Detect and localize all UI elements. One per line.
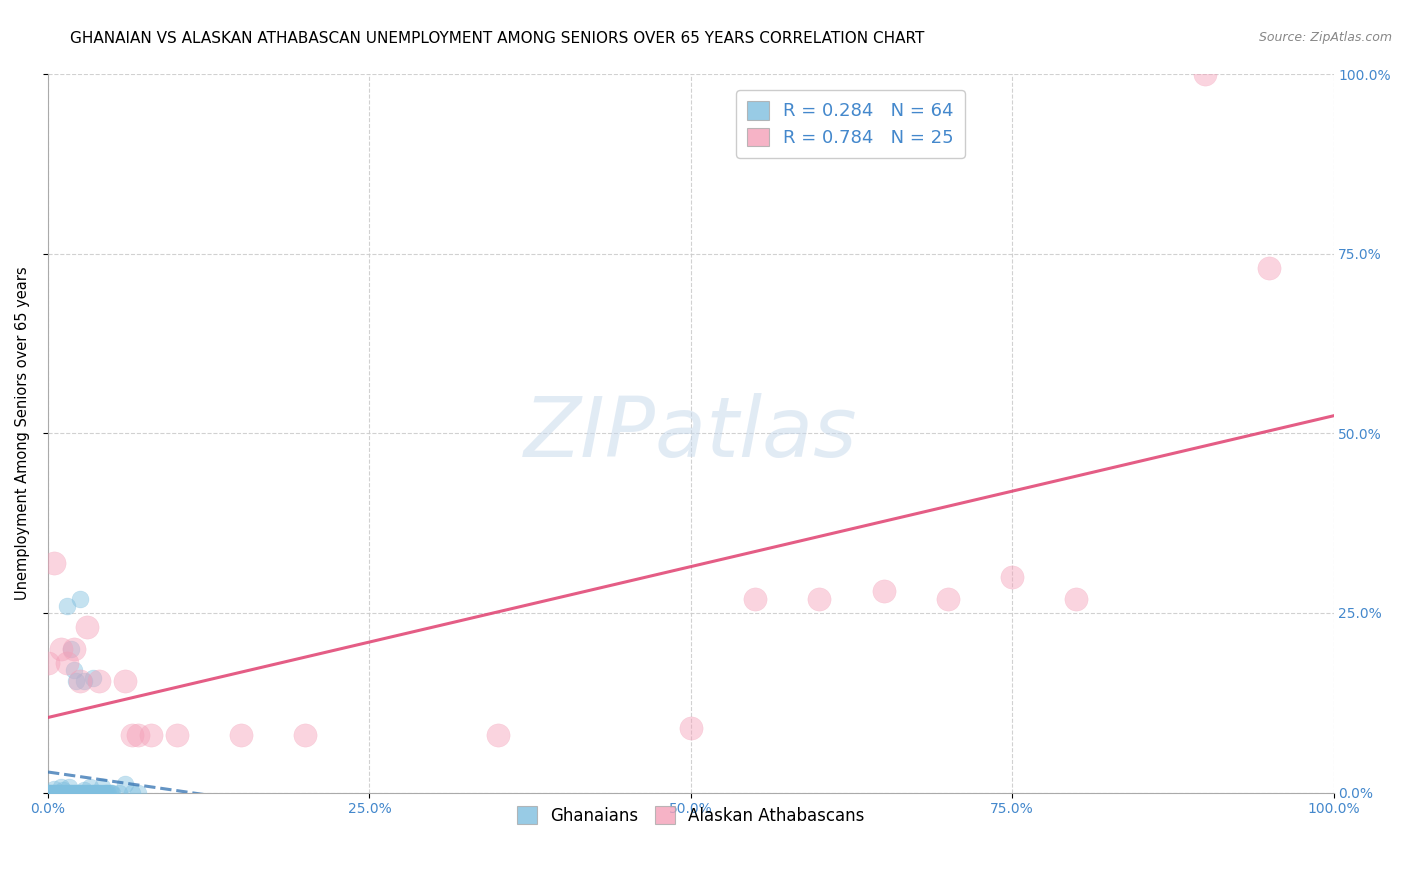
Point — [83, 786, 105, 800]
Point — [53, 786, 76, 800]
Point — [744, 591, 766, 606]
Point — [55, 786, 77, 800]
Y-axis label: Unemployment Among Seniors over 65 years: Unemployment Among Seniors over 65 years — [15, 267, 30, 600]
Point — [69, 674, 91, 689]
Point — [46, 786, 69, 800]
Point — [89, 674, 111, 689]
Point — [56, 657, 79, 671]
Point — [76, 620, 98, 634]
Point — [49, 641, 72, 656]
Point — [91, 786, 114, 800]
Point — [936, 591, 959, 606]
Point — [73, 674, 96, 689]
Point — [1258, 261, 1281, 276]
Point — [37, 657, 59, 671]
Point — [127, 786, 149, 800]
Point — [76, 786, 98, 800]
Point — [65, 674, 87, 689]
Point — [44, 786, 66, 800]
Point — [82, 786, 104, 800]
Point — [62, 786, 84, 800]
Point — [60, 641, 83, 656]
Point — [121, 786, 143, 800]
Point — [62, 786, 84, 800]
Point — [46, 786, 69, 800]
Point — [97, 786, 120, 800]
Point — [60, 786, 83, 800]
Point — [45, 786, 67, 800]
Point — [82, 671, 104, 685]
Point — [77, 786, 100, 800]
Point — [44, 556, 66, 570]
Point — [38, 786, 60, 800]
Text: GHANAIAN VS ALASKAN ATHABASCAN UNEMPLOYMENT AMONG SENIORS OVER 65 YEARS CORRELAT: GHANAIAN VS ALASKAN ATHABASCAN UNEMPLOYM… — [70, 31, 925, 46]
Point — [101, 786, 124, 800]
Point — [62, 641, 84, 656]
Point — [87, 786, 110, 800]
Point — [808, 591, 831, 606]
Point — [1001, 570, 1024, 584]
Point — [94, 786, 117, 800]
Point — [48, 786, 70, 800]
Point — [56, 599, 79, 613]
Point — [114, 674, 136, 689]
Point — [70, 786, 93, 800]
Point — [166, 728, 188, 742]
Point — [39, 786, 62, 800]
Legend: Ghanaians, Alaskan Athabascans: Ghanaians, Alaskan Athabascans — [508, 797, 875, 835]
Point — [486, 728, 509, 742]
Point — [1194, 67, 1216, 81]
Point — [49, 786, 72, 800]
Point — [679, 721, 702, 735]
Point — [100, 786, 122, 800]
Point — [139, 728, 162, 742]
Point — [91, 780, 114, 794]
Point — [63, 786, 86, 800]
Point — [38, 786, 60, 800]
Point — [121, 728, 143, 742]
Point — [52, 782, 75, 797]
Point — [66, 786, 89, 800]
Point — [37, 786, 59, 800]
Point — [86, 786, 108, 800]
Point — [229, 728, 252, 742]
Point — [72, 786, 94, 800]
Point — [67, 786, 90, 800]
Point — [127, 728, 149, 742]
Point — [79, 780, 101, 794]
Point — [69, 591, 91, 606]
Point — [84, 786, 107, 800]
Point — [872, 584, 894, 599]
Point — [65, 786, 87, 800]
Point — [107, 786, 129, 800]
Point — [44, 782, 66, 797]
Point — [98, 786, 121, 800]
Point — [62, 664, 84, 678]
Point — [75, 786, 97, 800]
Point — [77, 786, 100, 800]
Point — [69, 786, 91, 800]
Point — [51, 786, 73, 800]
Point — [41, 786, 63, 800]
Text: Source: ZipAtlas.com: Source: ZipAtlas.com — [1258, 31, 1392, 45]
Point — [56, 786, 79, 800]
Point — [59, 786, 82, 800]
Text: ZIPatlas: ZIPatlas — [524, 392, 858, 474]
Point — [73, 782, 96, 797]
Point — [90, 786, 112, 800]
Point — [89, 786, 111, 800]
Point — [49, 780, 72, 794]
Point — [42, 786, 65, 800]
Point — [80, 786, 103, 800]
Point — [294, 728, 316, 742]
Point — [58, 780, 80, 794]
Point — [93, 786, 115, 800]
Point — [1066, 591, 1088, 606]
Point — [96, 786, 118, 800]
Point — [114, 777, 136, 791]
